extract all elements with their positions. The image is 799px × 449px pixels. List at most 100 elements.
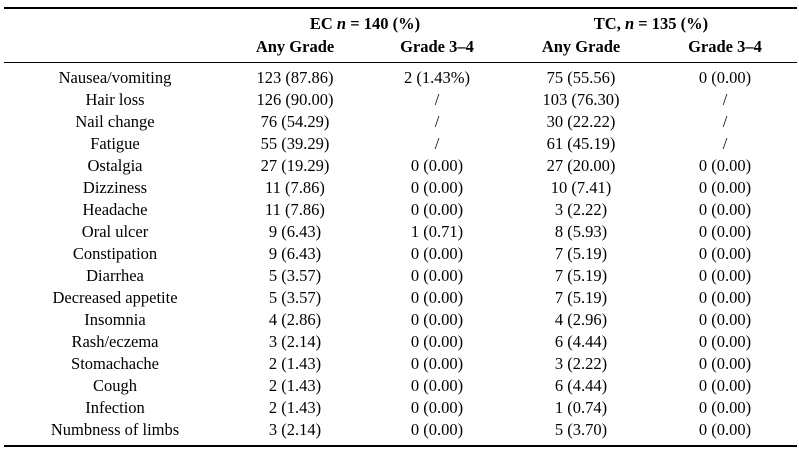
row-label: Decreased appetite xyxy=(52,288,178,307)
cell-ec-any-grade: 9 (6.43) xyxy=(268,222,322,241)
subheader-tc-any-grade: Any Grade xyxy=(541,37,621,56)
cell-ec-grade-3-4: 0 (0.00) xyxy=(410,310,464,329)
cell-ec-any-grade: 11 (7.86) xyxy=(265,178,325,197)
cell-ec-any-grade: 3 (2.14) xyxy=(268,420,322,439)
group-ec-prefix: EC xyxy=(309,14,337,33)
cell-ec-any-grade: 76 (54.29) xyxy=(260,112,330,131)
cell-tc-any-grade: 7 (5.19) xyxy=(554,288,608,307)
group-ec-suffix: = 140 (%) xyxy=(346,14,421,33)
table-bottom-rule xyxy=(4,445,797,447)
cell-tc-grade-3-4: 0 (0.00) xyxy=(698,354,752,373)
table-row: Insomnia 4 (2.86) 0 (0.00) 4 (2.96) 0 (0.00) xyxy=(0,309,799,331)
cell-tc-any-grade: 6 (4.44) xyxy=(554,376,608,395)
row-label: Nausea/vomiting xyxy=(58,68,172,87)
cell-ec-grade-3-4: 0 (0.00) xyxy=(410,244,464,263)
cell-tc-grade-3-4: 0 (0.00) xyxy=(698,376,752,395)
cell-tc-grade-3-4: 0 (0.00) xyxy=(698,398,752,417)
row-label: Hair loss xyxy=(85,90,145,109)
cell-ec-grade-3-4: 0 (0.00) xyxy=(410,420,464,439)
cell-ec-any-grade: 5 (3.57) xyxy=(268,288,322,307)
row-label: Constipation xyxy=(72,244,158,263)
subheader-tc-grade-3-4: Grade 3–4 xyxy=(688,37,762,56)
cell-tc-any-grade: 27 (20.00) xyxy=(546,156,616,175)
table-top-rule xyxy=(4,7,797,9)
row-label: Headache xyxy=(82,200,148,219)
cell-tc-grade-3-4: 0 (0.00) xyxy=(698,244,752,263)
cell-tc-grade-3-4: / xyxy=(722,134,728,153)
cell-ec-any-grade: 2 (1.43) xyxy=(268,398,322,417)
table-row: Dizziness 11 (7.86) 0 (0.00) 10 (7.41) 0 (0.… xyxy=(0,177,799,199)
table-row: Constipation 9 (6.43) 0 (0.00) 7 (5.19) 0 (0… xyxy=(0,243,799,265)
row-label: Ostalgia xyxy=(87,156,143,175)
table-row: Ostalgia 27 (19.29) 0 (0.00) 27 (20.00) 0 (0… xyxy=(0,155,799,177)
row-label: Rash/eczema xyxy=(71,332,159,351)
row-label: Infection xyxy=(85,398,145,417)
table-row: Rash/eczema 3 (2.14) 0 (0.00) 6 (4.44) 0 (0.… xyxy=(0,331,799,353)
cell-ec-grade-3-4: / xyxy=(434,90,440,109)
cell-tc-grade-3-4: 0 (0.00) xyxy=(698,266,752,285)
row-label: Stomachache xyxy=(71,354,159,373)
row-label: Numbness of limbs xyxy=(50,420,180,439)
group-ec-n-symbol: n xyxy=(336,14,347,33)
cell-ec-any-grade: 11 (7.86) xyxy=(265,200,325,219)
cell-ec-any-grade: 126 (90.00) xyxy=(256,90,334,109)
cell-ec-grade-3-4: 0 (0.00) xyxy=(410,332,464,351)
row-label: Dizziness xyxy=(82,178,148,197)
cell-tc-any-grade: 3 (2.22) xyxy=(554,200,608,219)
table-row: Oral ulcer 9 (6.43) 1 (0.71) 8 (5.93) 0 (0.0… xyxy=(0,221,799,243)
subheader-ec-grade-3-4: Grade 3–4 xyxy=(400,37,474,56)
table-row: Numbness of limbs 3 (2.14) 0 (0.00) 5 (3.70… xyxy=(0,419,799,441)
group-tc-n-symbol: n xyxy=(624,14,635,33)
cell-tc-any-grade: 4 (2.96) xyxy=(554,310,608,329)
table-row: Nail change 76 (54.29) / 30 (22.22) / xyxy=(0,111,799,133)
cell-tc-any-grade: 8 (5.93) xyxy=(554,222,608,241)
cell-tc-grade-3-4: / xyxy=(722,90,728,109)
cell-tc-any-grade: 75 (55.56) xyxy=(546,68,616,87)
cell-ec-grade-3-4: / xyxy=(434,112,440,131)
cell-ec-grade-3-4: 0 (0.00) xyxy=(410,398,464,417)
row-label: Insomnia xyxy=(84,310,146,329)
table-row: Infection 2 (1.43) 0 (0.00) 1 (0.74) 0 (0.00… xyxy=(0,397,799,419)
cell-ec-any-grade: 4 (2.86) xyxy=(268,310,322,329)
table-row: Decreased appetite 5 (3.57) 0 (0.00) 7 (5.1… xyxy=(0,287,799,309)
table-row: Hair loss 126 (90.00) / 103 (76.30) / xyxy=(0,89,799,111)
cell-ec-grade-3-4: 0 (0.00) xyxy=(410,178,464,197)
cell-tc-grade-3-4: 0 (0.00) xyxy=(698,156,752,175)
cell-ec-any-grade: 2 (1.43) xyxy=(268,376,322,395)
cell-tc-any-grade: 103 (76.30) xyxy=(542,90,620,109)
cell-ec-grade-3-4: 0 (0.00) xyxy=(410,288,464,307)
subheader-ec-any-grade: Any Grade xyxy=(255,37,335,56)
table-row: Nausea/vomiting 123 (87.86) 2 (1.43%) 75 (5… xyxy=(0,67,799,89)
group-header-ec: EC n = 140 (%) xyxy=(238,14,492,34)
table-row: Diarrhea 5 (3.57) 0 (0.00) 7 (5.19) 0 (0.00) xyxy=(0,265,799,287)
cell-ec-grade-3-4: 1 (0.71) xyxy=(410,222,464,241)
cell-ec-any-grade: 2 (1.43) xyxy=(268,354,322,373)
cell-ec-any-grade: 3 (2.14) xyxy=(268,332,322,351)
cell-ec-grade-3-4: 0 (0.00) xyxy=(410,376,464,395)
cell-tc-grade-3-4: 0 (0.00) xyxy=(698,332,752,351)
cell-tc-grade-3-4: 0 (0.00) xyxy=(698,200,752,219)
table-row: Cough 2 (1.43) 0 (0.00) 6 (4.44) 0 (0.00) xyxy=(0,375,799,397)
cell-tc-any-grade: 5 (3.70) xyxy=(554,420,608,439)
cell-ec-grade-3-4: 0 (0.00) xyxy=(410,266,464,285)
cell-ec-any-grade: 5 (3.57) xyxy=(268,266,322,285)
cell-tc-any-grade: 7 (5.19) xyxy=(554,244,608,263)
row-label: Fatigue xyxy=(90,134,140,153)
cell-tc-grade-3-4: 0 (0.00) xyxy=(698,68,752,87)
cell-tc-grade-3-4: / xyxy=(722,112,728,131)
cell-ec-grade-3-4: 0 (0.00) xyxy=(410,156,464,175)
cell-tc-any-grade: 61 (45.19) xyxy=(546,134,616,153)
cell-ec-any-grade: 55 (39.29) xyxy=(260,134,330,153)
cell-tc-grade-3-4: 0 (0.00) xyxy=(698,310,752,329)
cell-ec-any-grade: 9 (6.43) xyxy=(268,244,322,263)
row-label: Nail change xyxy=(75,112,155,131)
cell-tc-any-grade: 30 (22.22) xyxy=(546,112,616,131)
table-header-rule xyxy=(4,62,797,63)
cell-tc-grade-3-4: 0 (0.00) xyxy=(698,178,752,197)
cell-ec-grade-3-4: 0 (0.00) xyxy=(410,354,464,373)
row-label: Diarrhea xyxy=(86,266,144,285)
cell-ec-any-grade: 27 (19.29) xyxy=(260,156,330,175)
cell-tc-any-grade: 10 (7.41) xyxy=(550,178,612,197)
cell-tc-any-grade: 7 (5.19) xyxy=(554,266,608,285)
